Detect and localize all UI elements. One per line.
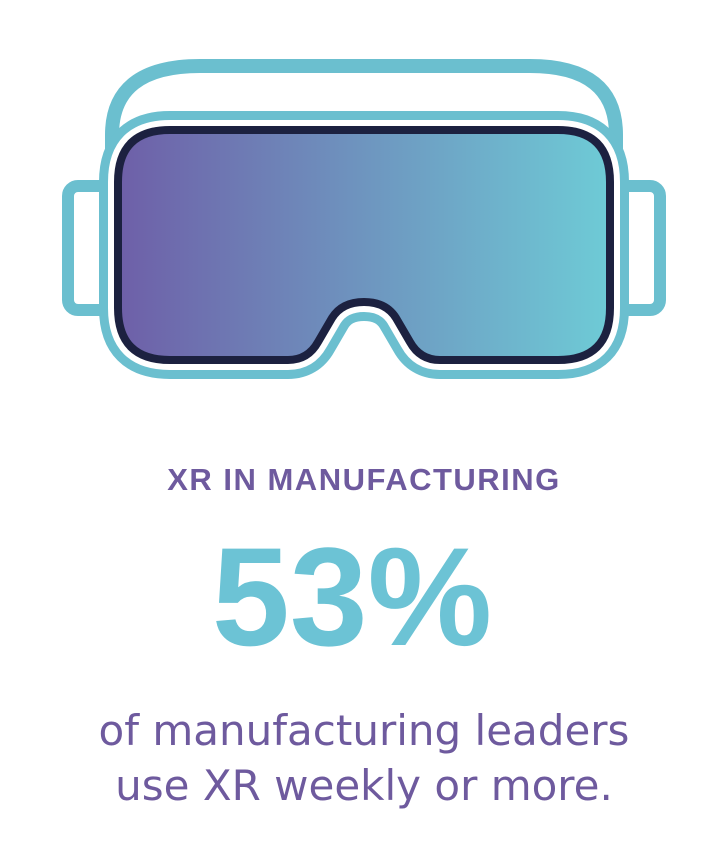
strap (105, 59, 623, 178)
description-line: of manufacturing leaders (99, 706, 630, 755)
lens (114, 126, 614, 364)
heading: XR IN MANUFACTURING (167, 462, 561, 497)
goggles-icon (62, 59, 666, 379)
stat: 53% (212, 518, 492, 675)
description-line: use XR weekly or more. (115, 761, 613, 810)
